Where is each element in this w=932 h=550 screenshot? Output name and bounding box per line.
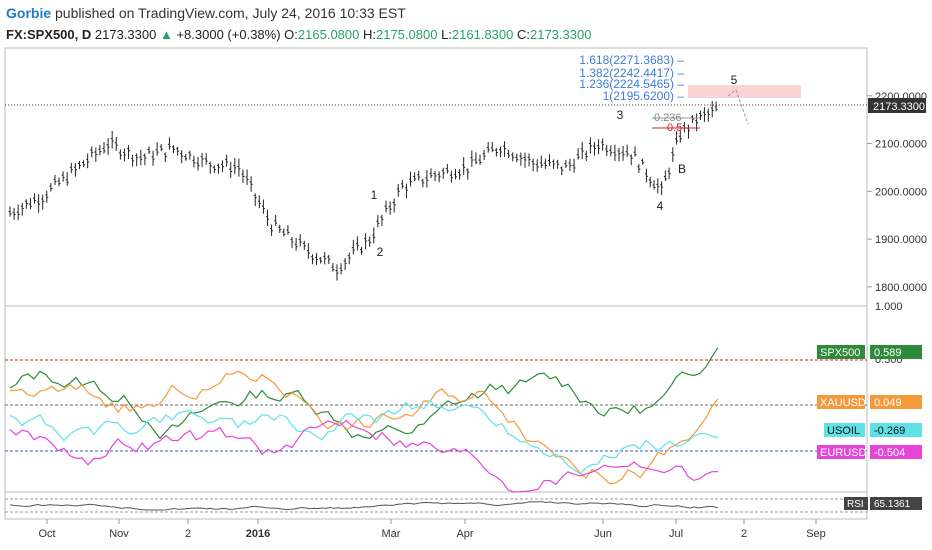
time-tick-label: Nov (109, 528, 129, 540)
time-tick-label: Sep (806, 528, 826, 540)
corr-name-tag (817, 445, 865, 459)
price-tick-label: 2100.0000 (875, 139, 927, 151)
corr-name-tag (817, 345, 865, 359)
candle-series (8, 101, 718, 281)
price-tick-label: 1900.0000 (875, 234, 927, 246)
price-tick-label: 2000.0000 (875, 186, 927, 198)
time-tick-label: 2016 (246, 528, 270, 540)
quote-line: FX:SPX500, D 2173.3300 ▲ +8.3000 (+0.38%… (6, 27, 591, 42)
time-axis[interactable]: Oct Nov 2 2016 Mar Apr Jun Jul 2 Sep (38, 519, 826, 540)
corr-value-tag (870, 423, 922, 437)
price-tick-label: 1800.0000 (875, 282, 927, 294)
correlation-lines (9, 347, 719, 493)
corr-name-label: XAUUSD (820, 397, 866, 409)
corr-name-tag (824, 423, 865, 437)
fib-level-label: 1.236(2224.5465) – (579, 77, 684, 91)
fib-level-label: 1.382(2242.4417) – (579, 66, 684, 80)
rsi-value-tag (870, 497, 922, 510)
published-text: published on TradingView.com, July 24, 2… (55, 5, 406, 21)
wave-labels: 1 2 3 4 5 B (371, 73, 738, 259)
last-price-tag (868, 98, 926, 113)
corr-line-usoil (9, 399, 719, 475)
retrace-label: 0.5 (667, 122, 682, 134)
wave-label: 2 (377, 245, 384, 259)
corr-line-eurusd (9, 419, 719, 493)
fib-levels: 1.618(2271.3683) –1.382(2242.4417) –1.23… (579, 53, 684, 103)
last-price: 2173.3300 (94, 27, 157, 42)
time-tick-label: 2 (185, 528, 191, 540)
time-tick-label: Oct (38, 528, 55, 540)
corr-value-label: -0.269 (874, 425, 905, 437)
low-label: L: (441, 27, 452, 42)
price-y-axis[interactable]: 2200.00002100.00002000.00001900.00001800… (867, 91, 927, 294)
fib-target-zone (688, 85, 801, 98)
high-label: H: (362, 27, 376, 42)
fib-level-label: 1.618(2271.3683) – (579, 53, 684, 67)
time-tick-label: 2 (741, 528, 747, 540)
rsi-line (9, 501, 719, 511)
time-tick-label: Jul (669, 528, 683, 540)
high-value: 2175.0800 (375, 27, 438, 42)
corr-value-tag (870, 445, 922, 459)
retrace-label: 0.236 (654, 112, 682, 124)
open-label: O: (284, 27, 298, 42)
low-value: 2161.8300 (451, 27, 514, 42)
corr-line-xauusd (9, 370, 719, 485)
wave-label: 3 (617, 108, 624, 122)
wave-label: B (678, 162, 686, 176)
corr-name-label: USOIL (827, 425, 860, 437)
time-tick-label: Mar (382, 528, 401, 540)
close-value: 2173.3300 (529, 27, 592, 42)
wave-label: 5 (731, 73, 738, 87)
time-tick-label: Jun (594, 528, 612, 540)
rsi-name-tag (844, 497, 868, 510)
symbol-label: FX:SPX500, D (6, 27, 92, 42)
corr-value-label: 0.589 (874, 347, 902, 359)
publisher-line: Gorbie published on TradingView.com, Jul… (6, 5, 406, 21)
author-name[interactable]: Gorbie (6, 5, 52, 21)
rsi-name-text: RSI (847, 499, 864, 510)
corr-value-tag (870, 395, 922, 409)
last-price-tag-text: 2173.3300 (873, 101, 925, 113)
corr-value-label: 0.049 (874, 397, 902, 409)
rsi-pane[interactable] (4, 491, 868, 520)
corr-value-tag (870, 345, 922, 359)
corr-tick-label: 1.000 (875, 301, 903, 313)
fib-level-label: 1(2195.6200) – (603, 89, 685, 103)
wave-label: 1 (371, 188, 378, 202)
corr-name-label: EURUSD (820, 447, 867, 459)
up-arrow-icon: ▲ (159, 27, 173, 42)
wave-label: 4 (657, 199, 664, 213)
corr-name-tag (817, 395, 865, 409)
close-label: C: (516, 27, 530, 42)
change-value: +8.3000 (+0.38%) (176, 27, 281, 42)
corr-line-spx500 (9, 347, 719, 440)
corr-value-label: -0.504 (874, 447, 905, 459)
open-value: 2165.0800 (297, 27, 360, 42)
correlation-pane[interactable] (4, 305, 868, 493)
time-tick-label: Apr (456, 528, 473, 540)
rsi-value-text: 65.1361 (874, 499, 911, 510)
projection-path (727, 89, 749, 125)
corr-name-label: SPX500 (820, 347, 860, 359)
correlation-tags: SPX500 0.589 XAUUSD 0.049 USOIL -0.269 EURUSD -… (817, 345, 922, 459)
